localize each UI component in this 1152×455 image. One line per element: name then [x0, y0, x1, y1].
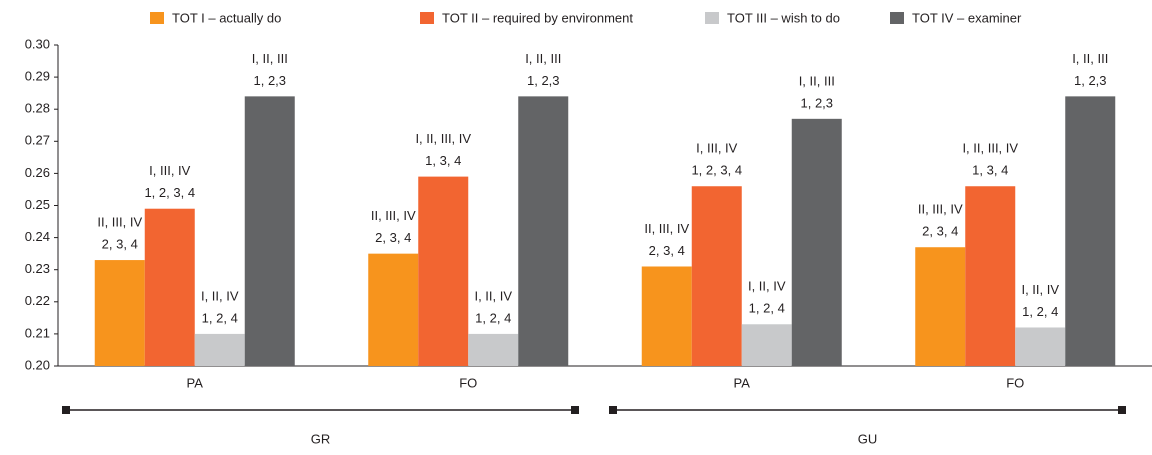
annotation: 2, 3, 4 — [922, 224, 958, 239]
annotation: I, II, III — [252, 51, 288, 66]
bar — [368, 253, 419, 366]
y-tick-label: 0.28 — [25, 101, 50, 116]
annotation: I, II, III, IV — [415, 131, 471, 146]
annotation: I, II, IV — [201, 288, 239, 303]
group-end — [1118, 406, 1126, 414]
bar — [791, 118, 842, 366]
annotation: II, III, IV — [918, 202, 963, 217]
bar — [94, 260, 145, 366]
bar — [194, 333, 245, 366]
y-tick-label: 0.21 — [25, 325, 50, 340]
annotation: I, II, III — [799, 73, 835, 88]
annotation: I, II, III, IV — [962, 141, 1018, 156]
y-tick-label: 0.23 — [25, 261, 50, 276]
annotation: 2, 3, 4 — [649, 243, 685, 258]
annotation: 1, 2,3 — [527, 73, 560, 88]
x-tick-label: PA — [187, 375, 204, 390]
bar — [518, 96, 569, 367]
legend-label: TOT II – required by environment — [442, 10, 633, 25]
bar — [244, 96, 295, 367]
group-end — [62, 406, 70, 414]
annotation: 1, 2, 4 — [1022, 304, 1058, 319]
bar — [468, 333, 519, 366]
y-tick-label: 0.22 — [25, 293, 50, 308]
annotation: 1, 2, 3, 4 — [144, 185, 195, 200]
bar — [144, 208, 195, 366]
y-tick-label: 0.25 — [25, 197, 50, 212]
y-tick-label: 0.29 — [25, 69, 50, 84]
y-tick-label: 0.24 — [25, 229, 50, 244]
annotation: II, III, IV — [97, 215, 142, 230]
annotation: I, II, IV — [1021, 282, 1059, 297]
annotation: I, II, III — [525, 51, 561, 66]
x-tick-label: FO — [1006, 375, 1024, 390]
bar — [418, 176, 469, 366]
x-tick-label: PA — [734, 375, 751, 390]
annotation: 1, 2, 4 — [202, 310, 238, 325]
bar — [1065, 96, 1116, 367]
legend-label: TOT III – wish to do — [727, 10, 840, 25]
legend-swatch — [705, 12, 719, 24]
annotation: 1, 2,3 — [253, 73, 286, 88]
annotation: I, III, IV — [696, 141, 738, 156]
y-tick-label: 0.26 — [25, 165, 50, 180]
legend-swatch — [150, 12, 164, 24]
annotation: II, III, IV — [644, 221, 689, 236]
group-end — [609, 406, 617, 414]
annotation: 2, 3, 4 — [102, 237, 138, 252]
annotation: II, III, IV — [371, 208, 416, 223]
annotation: 1, 2, 4 — [475, 310, 511, 325]
annotation: I, II, III — [1072, 51, 1108, 66]
x-tick-label: FO — [459, 375, 477, 390]
bar — [691, 186, 742, 366]
annotation: 1, 3, 4 — [425, 153, 461, 168]
annotation: 1, 3, 4 — [972, 163, 1008, 178]
annotation: 1, 2, 3, 4 — [691, 163, 742, 178]
group-end — [571, 406, 579, 414]
legend-swatch — [420, 12, 434, 24]
bar — [741, 324, 792, 366]
annotation: 1, 2, 4 — [749, 301, 785, 316]
annotation: I, II, IV — [748, 279, 786, 294]
annotation: 1, 2,3 — [1074, 73, 1107, 88]
annotation: I, III, IV — [149, 163, 191, 178]
y-tick-label: 0.27 — [25, 133, 50, 148]
legend-label: TOT I – actually do — [172, 10, 281, 25]
legend-swatch — [890, 12, 904, 24]
y-tick-label: 0.20 — [25, 357, 50, 372]
bar — [965, 186, 1016, 366]
annotation: 2, 3, 4 — [375, 230, 411, 245]
bar — [915, 247, 966, 366]
group-label: GR — [311, 431, 331, 446]
group-label: GU — [858, 431, 878, 446]
annotation: 1, 2,3 — [800, 95, 833, 110]
legend-label: TOT IV – examiner — [912, 10, 1022, 25]
bar — [641, 266, 692, 366]
y-tick-label: 0.30 — [25, 36, 50, 51]
bar — [1015, 327, 1066, 366]
annotation: I, II, IV — [474, 288, 512, 303]
